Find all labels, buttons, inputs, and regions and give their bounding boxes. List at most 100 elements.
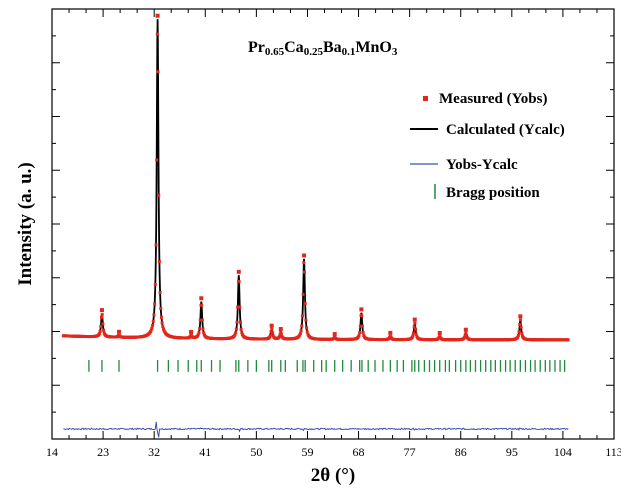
- measured-point: [358, 324, 362, 328]
- measured-point: [235, 320, 239, 324]
- title-part: 0.1: [342, 46, 356, 58]
- measured-point: [101, 322, 105, 326]
- title-part: 0.65: [265, 46, 285, 58]
- measured-point: [151, 319, 155, 323]
- difference-line: [63, 421, 569, 438]
- x-tick-label: 41: [199, 445, 211, 459]
- measured-point-peak: [412, 317, 417, 322]
- measured-point: [270, 327, 274, 331]
- x-tick-label: 14: [46, 445, 58, 459]
- measured-point: [238, 305, 242, 309]
- measured-point: [160, 321, 164, 325]
- measured-point: [358, 331, 362, 334]
- measured-point: [98, 329, 102, 333]
- x-tick-label: 113: [605, 445, 621, 459]
- measured-point: [464, 331, 468, 335]
- measured-point: [411, 334, 415, 338]
- x-tick-label: 104: [554, 445, 572, 459]
- title-part: 0.25: [304, 46, 324, 58]
- measured-point: [153, 302, 157, 306]
- measured-point: [158, 291, 162, 295]
- measured-point: [151, 323, 155, 327]
- bragg-series: [88, 360, 566, 372]
- measured-point: [99, 324, 103, 328]
- measured-point: [518, 318, 522, 322]
- measured-point: [414, 327, 418, 331]
- measured-point: [303, 270, 306, 274]
- measured-point: [97, 332, 101, 336]
- measured-point-peak: [278, 326, 283, 331]
- measured-series: [61, 13, 570, 342]
- measured-point: [361, 331, 365, 335]
- measured-point: [198, 318, 202, 322]
- measured-point: [154, 243, 158, 247]
- title-part: 3: [392, 46, 398, 58]
- measured-point: [305, 330, 309, 334]
- measured-point: [357, 333, 361, 337]
- measured-point: [517, 330, 521, 334]
- measured-point: [239, 327, 243, 331]
- measured-point: [234, 327, 238, 331]
- measured-point: [197, 331, 201, 335]
- measured-point-peak: [388, 330, 393, 335]
- measured-point-peak: [302, 253, 307, 258]
- measured-point-peak: [269, 323, 274, 328]
- measured-point: [155, 32, 159, 36]
- chart-title: Pr0.65Ca0.25Ba0.1MnO3: [248, 39, 398, 58]
- measured-point-peak: [155, 13, 160, 18]
- measured-point: [268, 333, 272, 337]
- measured-point: [149, 328, 153, 332]
- measured-point: [305, 326, 309, 330]
- measured-point: [196, 333, 200, 337]
- legend-label-calculated: Calculated (Ycalc): [446, 122, 565, 138]
- measured-point: [412, 331, 415, 335]
- x-ticks: [51, 9, 615, 439]
- measured-point-peak: [199, 296, 204, 301]
- measured-point: [412, 325, 416, 329]
- measured-point: [519, 325, 523, 329]
- measured-point-peak: [463, 327, 468, 332]
- legend-label-bragg: Bragg position: [446, 185, 540, 201]
- measured-point: [102, 328, 106, 332]
- measured-point-peak: [236, 269, 241, 274]
- measured-point: [200, 303, 204, 307]
- title-part: Ca: [284, 39, 304, 56]
- measured-point: [298, 333, 302, 337]
- measured-point: [201, 327, 205, 331]
- measured-point: [360, 313, 364, 317]
- measured-point: [465, 334, 469, 338]
- measured-point: [236, 305, 240, 309]
- measured-point: [152, 313, 156, 317]
- x-axis-title: 2θ (°): [311, 465, 355, 486]
- x-tick-label: 50: [250, 445, 262, 459]
- x-tick-label: 86: [455, 445, 467, 459]
- y-axis-title: Intensity (a. u.): [15, 162, 36, 286]
- x-tick-label: 23: [97, 445, 109, 459]
- measured-point: [279, 332, 283, 336]
- measured-point: [304, 318, 308, 322]
- legend: Measured (Yobs) Calculated (Ycalc) Yobs-…: [410, 91, 565, 201]
- measured-point: [520, 331, 524, 335]
- measured-point: [153, 282, 157, 286]
- measured-point: [518, 322, 522, 326]
- measured-point: [238, 320, 242, 324]
- measured-point: [303, 301, 307, 305]
- measured-point: [277, 335, 281, 339]
- measured-point: [157, 193, 161, 197]
- measured-point-peak: [116, 329, 121, 334]
- measured-point: [360, 324, 364, 328]
- calculated-line: [63, 19, 569, 341]
- measured-point: [237, 280, 241, 284]
- x-tick-label: 77: [404, 445, 416, 459]
- measured-point: [566, 338, 570, 342]
- measured-point: [202, 331, 206, 335]
- measured-point-peak: [359, 307, 364, 312]
- measured-point: [302, 261, 306, 265]
- title-part: Pr: [248, 39, 265, 56]
- measured-point: [198, 327, 202, 331]
- measured-point: [463, 335, 467, 339]
- measured-point: [516, 335, 520, 339]
- x-tick-label: 68: [353, 445, 365, 459]
- measured-point: [159, 306, 163, 310]
- measured-point-peak: [518, 314, 523, 319]
